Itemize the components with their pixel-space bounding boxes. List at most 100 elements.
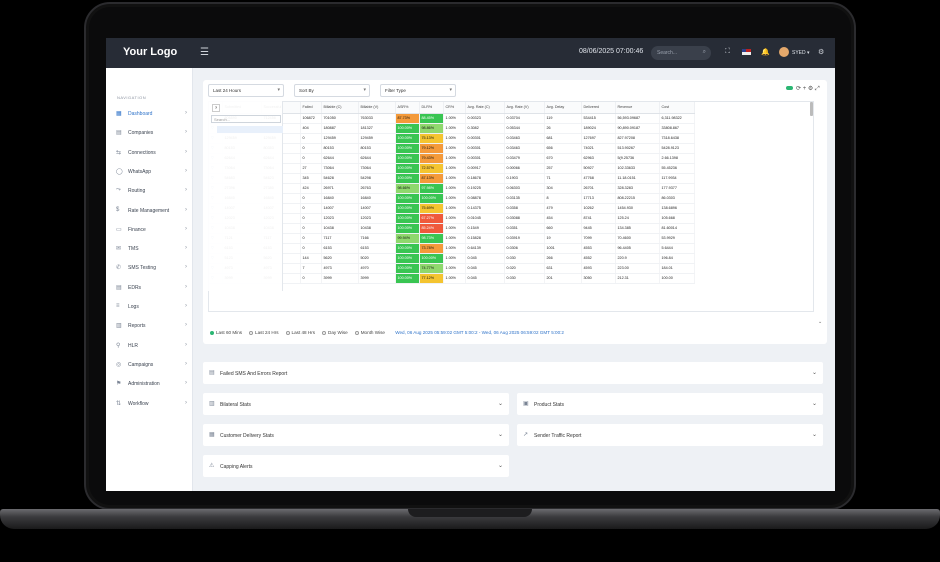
column-header[interactable]: Avg. Delay [544, 102, 582, 114]
chevron-down-icon[interactable]: ⌄ [811, 401, 817, 407]
sidebar-item[interactable]: ▦ Dashboard › [115, 110, 187, 122]
hamburger-menu-icon[interactable]: ☰ [200, 47, 209, 58]
table-cell: 96.4405 [615, 243, 660, 254]
sidebar-item[interactable]: ⚑ Administration › [115, 380, 187, 392]
sidebar-item[interactable]: ⇅ Workflow › [115, 400, 187, 412]
table-row[interactable]: ▽49734973749734970100.00%74.77%1.00%0.04… [209, 263, 695, 274]
filter-type-select[interactable]: Filter Type ▾ [380, 84, 456, 97]
chevron-down-icon[interactable]: ⌄ [497, 401, 503, 407]
sender-panel[interactable]: ↗ Sender Traffic Report ⌄ [517, 424, 823, 446]
table-cell: 681 [544, 133, 582, 144]
fullscreen-icon[interactable]: ⛶ [725, 48, 730, 55]
sidebar-item[interactable]: ✆ SMS Testing › [115, 264, 187, 276]
table-cell: 0 [300, 153, 322, 164]
table-cell: 100.00% [395, 253, 420, 264]
table-row[interactable]: ▽7306473064277306473064100.00%72.57%1.00… [209, 163, 695, 174]
table-cell: 77.12% [419, 273, 444, 284]
avatar[interactable] [779, 47, 789, 57]
product-panel[interactable]: ▣ Product Stats ⌄ [517, 393, 823, 415]
table-cell: 0.03135 [504, 193, 545, 204]
sort-select[interactable]: Sort By ▾ [294, 84, 370, 97]
laptop-notch [408, 509, 532, 517]
column-header[interactable]: CR% [443, 102, 466, 114]
chevron-down-icon[interactable]: ⌄ [497, 463, 503, 469]
refresh-icon[interactable]: ⟳ [796, 86, 802, 92]
column-header[interactable]: Avg. Rate (C) [465, 102, 505, 114]
column-header[interactable]: Billable (C) [321, 102, 359, 114]
sidebar-item[interactable]: ▥ Reports › [115, 322, 187, 334]
column-header[interactable]: Billable (V) [358, 102, 396, 114]
sidebar-item[interactable]: ⤳ Routing › [115, 187, 187, 199]
column-header[interactable]: Delivered [581, 102, 616, 114]
sidebar-item-label: Administration [128, 381, 160, 388]
filter-option-highlight[interactable] [217, 126, 283, 133]
filter-checkbox[interactable]: ? [212, 104, 220, 112]
chevron-down-icon[interactable]: ⌄ [811, 370, 817, 376]
sidebar-item[interactable]: ✉ TMS › [115, 245, 187, 257]
table-cell: 80153 [321, 143, 359, 154]
table-cell: 1.00% [443, 143, 466, 154]
failed-sms-panel[interactable]: ▤ Failed SMS And Errors Report ⌄ [203, 362, 823, 384]
sidebar-item[interactable]: ▤ Companies › [115, 129, 187, 141]
range-radio[interactable]: Last 48 Hrs [285, 330, 315, 335]
chevron-down-icon[interactable]: ⌄ [497, 432, 503, 438]
sidebar-item[interactable]: ▭ Finance › [115, 226, 187, 238]
gear-icon[interactable]: ⚙ [818, 49, 825, 56]
building-icon: ▤ [116, 130, 122, 137]
table-cell: 0 [300, 233, 322, 244]
sidebar-item[interactable]: ⚲ HLR › [115, 342, 187, 354]
table-cell: 62963 [581, 153, 616, 164]
sidebar-item[interactable]: ≡ Logs › [115, 303, 187, 315]
column-header[interactable]: Avg. Rate (V) [504, 102, 545, 114]
customer-panel[interactable]: ▦ Customer Delivery Stats ⌄ [203, 424, 509, 446]
table-cell: 6153 [321, 243, 359, 254]
table-cell: 100.00% [395, 193, 420, 204]
range-radio[interactable]: Month Wise [354, 330, 385, 335]
table-cell: 0.05344 [504, 123, 545, 134]
range-radio[interactable]: Last 24 Hrs [249, 330, 279, 335]
auto-refresh-toggle[interactable] [786, 86, 793, 90]
table-cell: 0.15828 [465, 233, 505, 244]
add-icon[interactable]: + [802, 86, 807, 92]
bell-icon[interactable]: 🔔 [761, 49, 770, 56]
table-cell: 479 [544, 203, 582, 214]
capping-panel[interactable]: ⚠ Capping Alerts ⌄ [203, 455, 509, 477]
table-row[interactable]: ▽2739627380424269712676398.66%97.98%1.00… [209, 183, 695, 194]
column-header[interactable]: ASR% [395, 102, 420, 114]
table-cell: 701050 [321, 113, 359, 124]
app-logo[interactable]: Your Logo [123, 46, 178, 58]
column-header[interactable]: Revenue [615, 102, 660, 114]
range-radio[interactable]: Last 60 Mins [210, 330, 242, 335]
table-row[interactable]: ▽187717181717404180887181327100.00%98.86… [209, 123, 695, 134]
column-header[interactable]: Cost [659, 102, 695, 114]
chevron-down-icon[interactable]: ⌄ [811, 432, 817, 438]
table-cell: 0 [300, 133, 322, 144]
table-cell: 100.00% [395, 133, 420, 144]
column-header[interactable]: Failed [300, 102, 322, 114]
bilateral-panel[interactable]: ▥ Bilateral Stats ⌄ [203, 393, 509, 415]
chevron-right-icon: › [185, 303, 187, 309]
alert-icon: ⚠ [209, 463, 215, 469]
sidebar-item[interactable]: ◯ WhatsApp › [115, 168, 187, 180]
collapse-chevron-icon[interactable]: ⌄ [818, 319, 823, 325]
range-radio[interactable]: Day Wise [322, 330, 348, 335]
table-cell: 19 [544, 233, 582, 244]
sidebar-item[interactable]: ▤ EDRs › [115, 284, 187, 296]
us-flag-icon[interactable] [742, 49, 751, 55]
table-scrollbar[interactable] [810, 102, 813, 116]
sidebar-item[interactable]: $ Rate Management › [115, 207, 187, 219]
table-cell: 129459 [321, 133, 359, 144]
filter-search-input[interactable]: Search... [211, 115, 281, 123]
sidebar-item[interactable]: ⇆ Connections › [115, 149, 187, 161]
expand-icon[interactable]: ⤢ [814, 86, 820, 92]
period-select[interactable]: Last 24 Hours ▾ [208, 84, 284, 97]
table-cell: 0.00301 [465, 153, 505, 164]
user-name[interactable]: SYED ▾ [792, 50, 810, 56]
column-header[interactable]: DLR% [419, 102, 444, 114]
sidebar-item[interactable]: ◎ Campaigns › [115, 361, 187, 373]
table-cell: 513.90267 [615, 143, 660, 154]
search-input[interactable]: Search... ⌕ [651, 46, 711, 60]
settings-icon[interactable]: ⚙ [807, 86, 814, 92]
report-icon: ▤ [209, 370, 215, 376]
table-cell: 0.01045 [465, 213, 505, 224]
